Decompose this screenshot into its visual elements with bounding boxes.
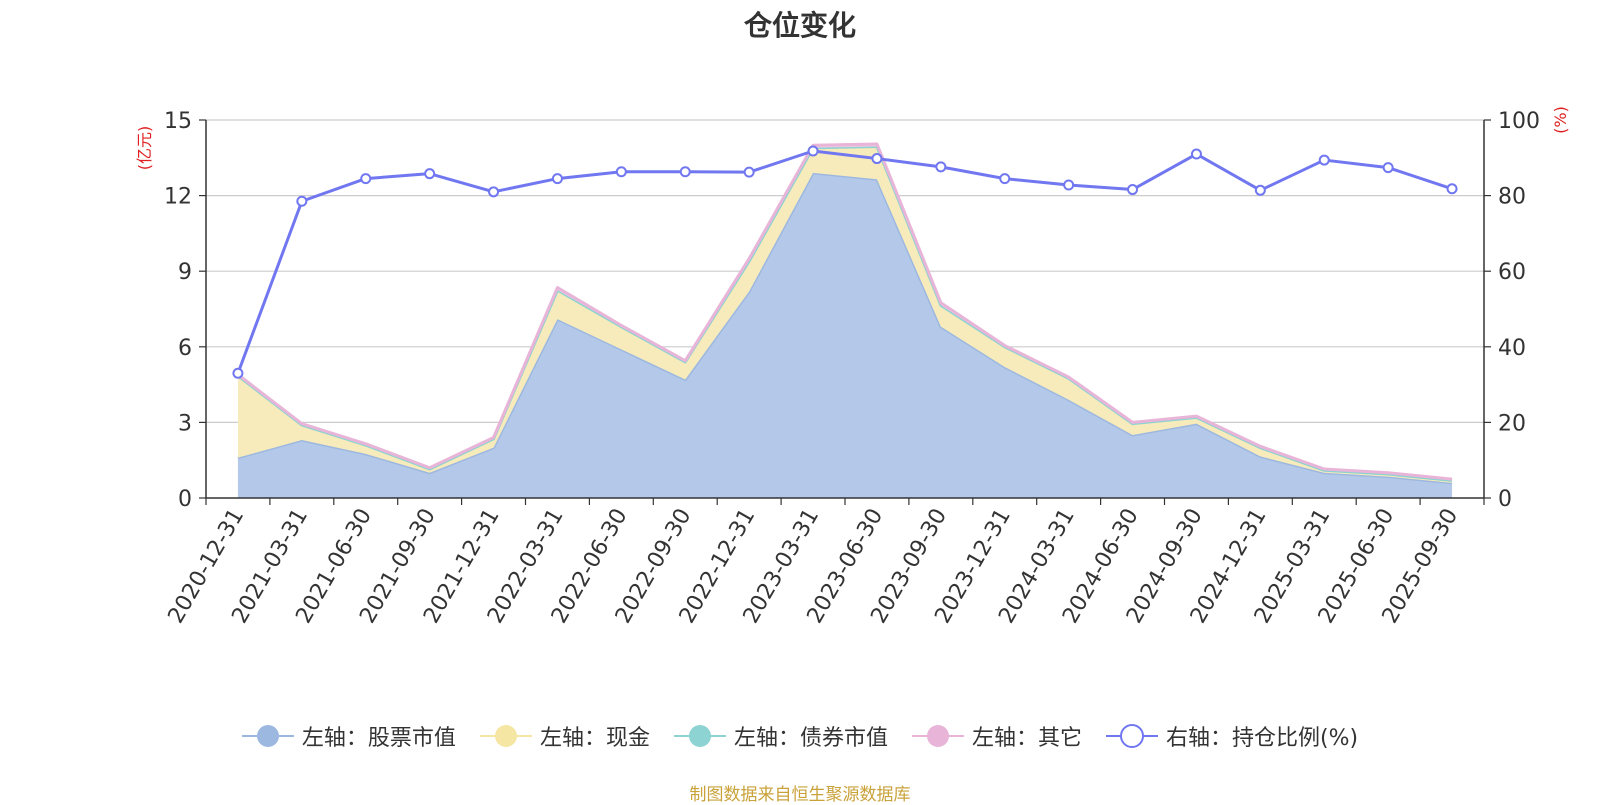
right-axis-tick-label: 100 (1498, 109, 1540, 134)
ratio-point (999, 173, 1011, 185)
ratio-point (1063, 179, 1075, 191)
ratio-point (1446, 183, 1458, 195)
ratio-point (807, 145, 819, 157)
legend-symbol-bond (673, 725, 726, 747)
ratio-point (360, 173, 372, 185)
left-axis-unit-label: (亿元) (135, 126, 154, 171)
ratio-point (871, 153, 883, 165)
left-axis-tick-label: 0 (178, 487, 192, 512)
right-axis-tick-label: 0 (1498, 487, 1512, 512)
ratio-point (743, 166, 755, 178)
ratio-point (488, 186, 500, 198)
legend-label-cash: 左轴：现金 (539, 726, 650, 751)
left-axis-tick-label: 9 (178, 260, 192, 285)
ratio-point (679, 166, 691, 178)
left-axis-tick-label: 12 (164, 185, 192, 210)
ratio-point (615, 166, 627, 178)
ratio-point (551, 173, 563, 185)
legend-symbol-ratio (1105, 724, 1158, 748)
right-axis-tick-label: 60 (1498, 260, 1526, 285)
ratio-point (296, 195, 308, 207)
legend-item-cash[interactable]: 左轴：现金 (479, 720, 650, 752)
legend-item-other[interactable]: 左轴：其它 (911, 720, 1082, 752)
right-axis-tick-label: 20 (1498, 411, 1526, 436)
legend-symbol-cash (479, 725, 532, 747)
left-axis-tick-label: 3 (178, 411, 192, 436)
chart-title: 仓位变化 (743, 9, 856, 42)
ratio-point (232, 367, 244, 379)
data-source-note: 制图数据来自恒生聚源数据库 (689, 785, 911, 805)
right-axis-tick-label: 40 (1498, 336, 1526, 361)
ratio-point (424, 168, 436, 180)
legend: 左轴：股票市值 左轴：现金 左轴：债券市值 左轴：其它 右轴：持仓比例(%) (0, 720, 1600, 752)
ratio-point (1382, 162, 1394, 174)
ratio-point (1190, 148, 1202, 160)
legend-item-bond[interactable]: 左轴：债券市值 (673, 720, 888, 752)
right-axis-tick-label: 80 (1498, 185, 1526, 210)
area-series-1 (237, 146, 1453, 483)
legend-item-stock[interactable]: 左轴：股票市值 (241, 720, 456, 752)
left-axis-tick-label: 6 (178, 336, 192, 361)
area-line-series-3 (237, 142, 1453, 481)
ratio-point (1254, 184, 1266, 196)
ratio-point (1318, 154, 1330, 166)
ratio-line (236, 149, 1453, 374)
legend-label-ratio: 右轴：持仓比例(%) (1165, 726, 1359, 751)
legend-item-ratio[interactable]: 右轴：持仓比例(%) (1105, 720, 1359, 752)
right-axis-unit-label: (%) (1551, 106, 1570, 134)
legend-symbol-stock (241, 725, 294, 747)
legend-symbol-other (911, 725, 964, 747)
area-series-0 (237, 172, 1453, 499)
legend-label-other: 左轴：其它 (971, 726, 1082, 751)
legend-label-stock: 左轴：股票市值 (301, 726, 456, 751)
legend-label-bond: 左轴：债券市值 (733, 726, 888, 751)
left-axis-tick-label: 15 (164, 109, 192, 134)
ratio-point (1127, 184, 1139, 196)
ratio-point (935, 161, 947, 173)
